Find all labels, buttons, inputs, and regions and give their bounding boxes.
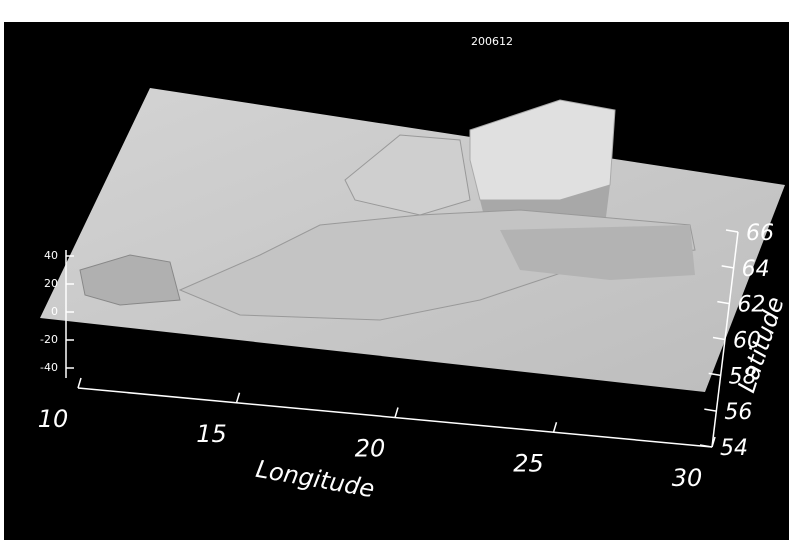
x-tick-label: 30: [672, 464, 703, 492]
z-tick-label: 0: [51, 305, 58, 318]
z-tick-label: 20: [44, 277, 58, 290]
y-tick-label: 66: [746, 221, 774, 246]
x-tick-label: 25: [513, 449, 544, 477]
x-tick-label: 10: [38, 405, 69, 433]
chart-title: 200612: [471, 35, 513, 48]
y-tick-label: 58: [729, 364, 757, 389]
x-tick-label: 15: [196, 420, 227, 448]
y-tick-label: 56: [724, 400, 752, 425]
page: {"chart_data": {"type": "surface", "titl…: [0, 0, 789, 540]
y-tick-label: 54: [720, 436, 748, 461]
z-tick-label: 40: [44, 249, 58, 262]
top-strip: [0, 0, 789, 22]
x-tick-label: 20: [355, 435, 386, 463]
z-tick-label: -40: [40, 361, 58, 374]
z-tick-label: -20: [40, 333, 58, 346]
y-tick-label: 60: [733, 329, 761, 354]
chart: 200612 Longitude Latitude 10152025305456…: [0, 0, 789, 540]
y-tick-label: 64: [742, 257, 770, 282]
y-tick-label: 62: [737, 293, 765, 318]
